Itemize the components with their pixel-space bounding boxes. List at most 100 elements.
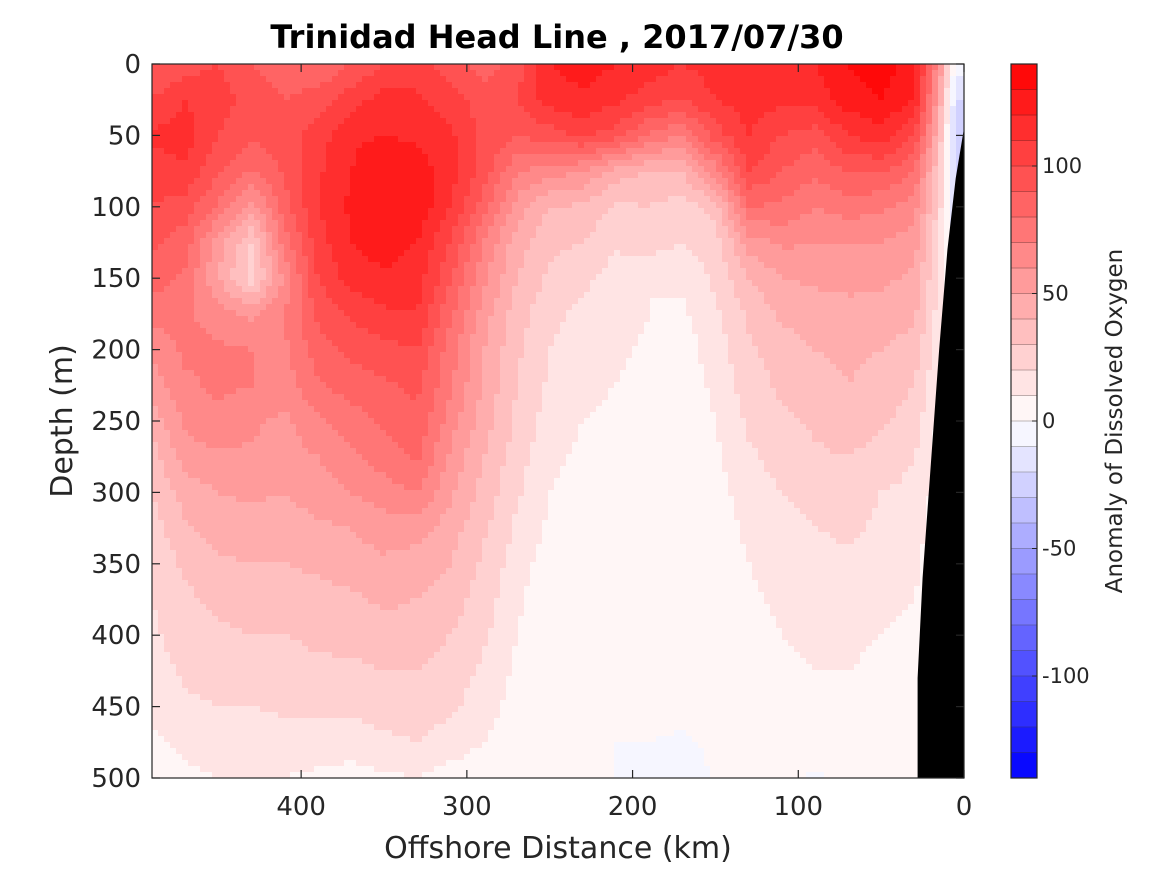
field-cell bbox=[440, 70, 447, 77]
field-cell bbox=[386, 100, 393, 107]
field-cell bbox=[656, 226, 663, 233]
field-cell bbox=[926, 268, 933, 275]
field-cell bbox=[710, 136, 717, 143]
field-cell bbox=[218, 202, 225, 209]
field-cell bbox=[242, 64, 249, 71]
field-cell bbox=[842, 178, 849, 185]
field-cell bbox=[404, 148, 411, 155]
field-cell bbox=[956, 124, 963, 131]
field-cell bbox=[452, 214, 459, 221]
field-cell bbox=[662, 256, 669, 263]
field-cell bbox=[716, 262, 723, 269]
field-cell bbox=[512, 82, 519, 89]
field-cell bbox=[770, 166, 777, 173]
field-cell bbox=[302, 70, 309, 77]
field-cell bbox=[392, 190, 399, 197]
field-cell bbox=[296, 226, 303, 233]
field-cell bbox=[452, 166, 459, 173]
field-cell bbox=[470, 184, 477, 191]
field-cell bbox=[170, 238, 177, 245]
field-cell bbox=[410, 160, 417, 167]
field-cell bbox=[416, 262, 423, 269]
field-cell bbox=[494, 70, 501, 77]
field-cell bbox=[716, 244, 723, 251]
field-cell bbox=[398, 280, 405, 287]
field-cell bbox=[500, 226, 507, 233]
field-cell bbox=[608, 94, 615, 101]
field-cell bbox=[590, 226, 597, 233]
field-cell bbox=[548, 130, 555, 137]
field-cell bbox=[818, 256, 825, 263]
field-cell bbox=[776, 214, 783, 221]
field-cell bbox=[896, 160, 903, 167]
field-cell bbox=[914, 136, 921, 143]
field-cell bbox=[158, 142, 165, 149]
field-cell bbox=[170, 214, 177, 221]
field-cell bbox=[512, 94, 519, 101]
field-cell bbox=[368, 172, 375, 179]
field-cell bbox=[224, 94, 231, 101]
field-cell bbox=[626, 250, 633, 257]
field-cell bbox=[356, 226, 363, 233]
field-cell bbox=[374, 178, 381, 185]
field-cell bbox=[170, 178, 177, 185]
field-cell bbox=[182, 280, 189, 287]
field-cell bbox=[788, 166, 795, 173]
field-cell bbox=[500, 244, 507, 251]
field-cell bbox=[668, 220, 675, 227]
field-cell bbox=[848, 100, 855, 107]
field-cell bbox=[842, 106, 849, 113]
field-cell bbox=[428, 274, 435, 281]
field-cell bbox=[254, 88, 261, 95]
field-cell bbox=[638, 82, 645, 89]
field-cell bbox=[608, 184, 615, 191]
field-cell bbox=[548, 106, 555, 113]
field-cell bbox=[374, 232, 381, 239]
field-cell bbox=[440, 214, 447, 221]
field-cell bbox=[248, 112, 255, 119]
field-cell bbox=[254, 112, 261, 119]
field-cell bbox=[872, 148, 879, 155]
field-cell bbox=[644, 142, 651, 149]
field-cell bbox=[182, 256, 189, 263]
field-cell bbox=[488, 118, 495, 125]
field-cell bbox=[176, 184, 183, 191]
field-cell bbox=[590, 94, 597, 101]
field-cell bbox=[626, 172, 633, 179]
field-cell bbox=[674, 88, 681, 95]
field-cell bbox=[254, 256, 261, 263]
field-cell bbox=[650, 220, 657, 227]
field-cell bbox=[182, 88, 189, 95]
field-cell bbox=[932, 274, 939, 281]
field-cell bbox=[806, 256, 813, 263]
field-cell bbox=[218, 232, 225, 239]
field-cell bbox=[326, 208, 333, 215]
field-cell bbox=[794, 112, 801, 119]
field-cell bbox=[482, 148, 489, 155]
field-cell bbox=[314, 178, 321, 185]
field-cell bbox=[458, 70, 465, 77]
field-cell bbox=[206, 262, 213, 269]
field-cell bbox=[722, 106, 729, 113]
field-cell bbox=[812, 142, 819, 149]
field-cell bbox=[566, 214, 573, 221]
field-cell bbox=[842, 136, 849, 143]
field-cell bbox=[290, 220, 297, 227]
field-cell bbox=[656, 220, 663, 227]
field-cell bbox=[494, 172, 501, 179]
field-cell bbox=[230, 208, 237, 215]
field-cell bbox=[728, 268, 735, 275]
field-cell bbox=[662, 178, 669, 185]
field-cell bbox=[566, 280, 573, 287]
field-cell bbox=[308, 130, 315, 137]
field-cell bbox=[404, 106, 411, 113]
field-cell bbox=[686, 82, 693, 89]
field-cell bbox=[662, 124, 669, 131]
field-cell bbox=[278, 268, 285, 275]
field-cell bbox=[866, 118, 873, 125]
field-cell bbox=[794, 220, 801, 227]
field-cell bbox=[722, 232, 729, 239]
field-cell bbox=[842, 160, 849, 167]
field-cell bbox=[824, 106, 831, 113]
field-cell bbox=[620, 202, 627, 209]
